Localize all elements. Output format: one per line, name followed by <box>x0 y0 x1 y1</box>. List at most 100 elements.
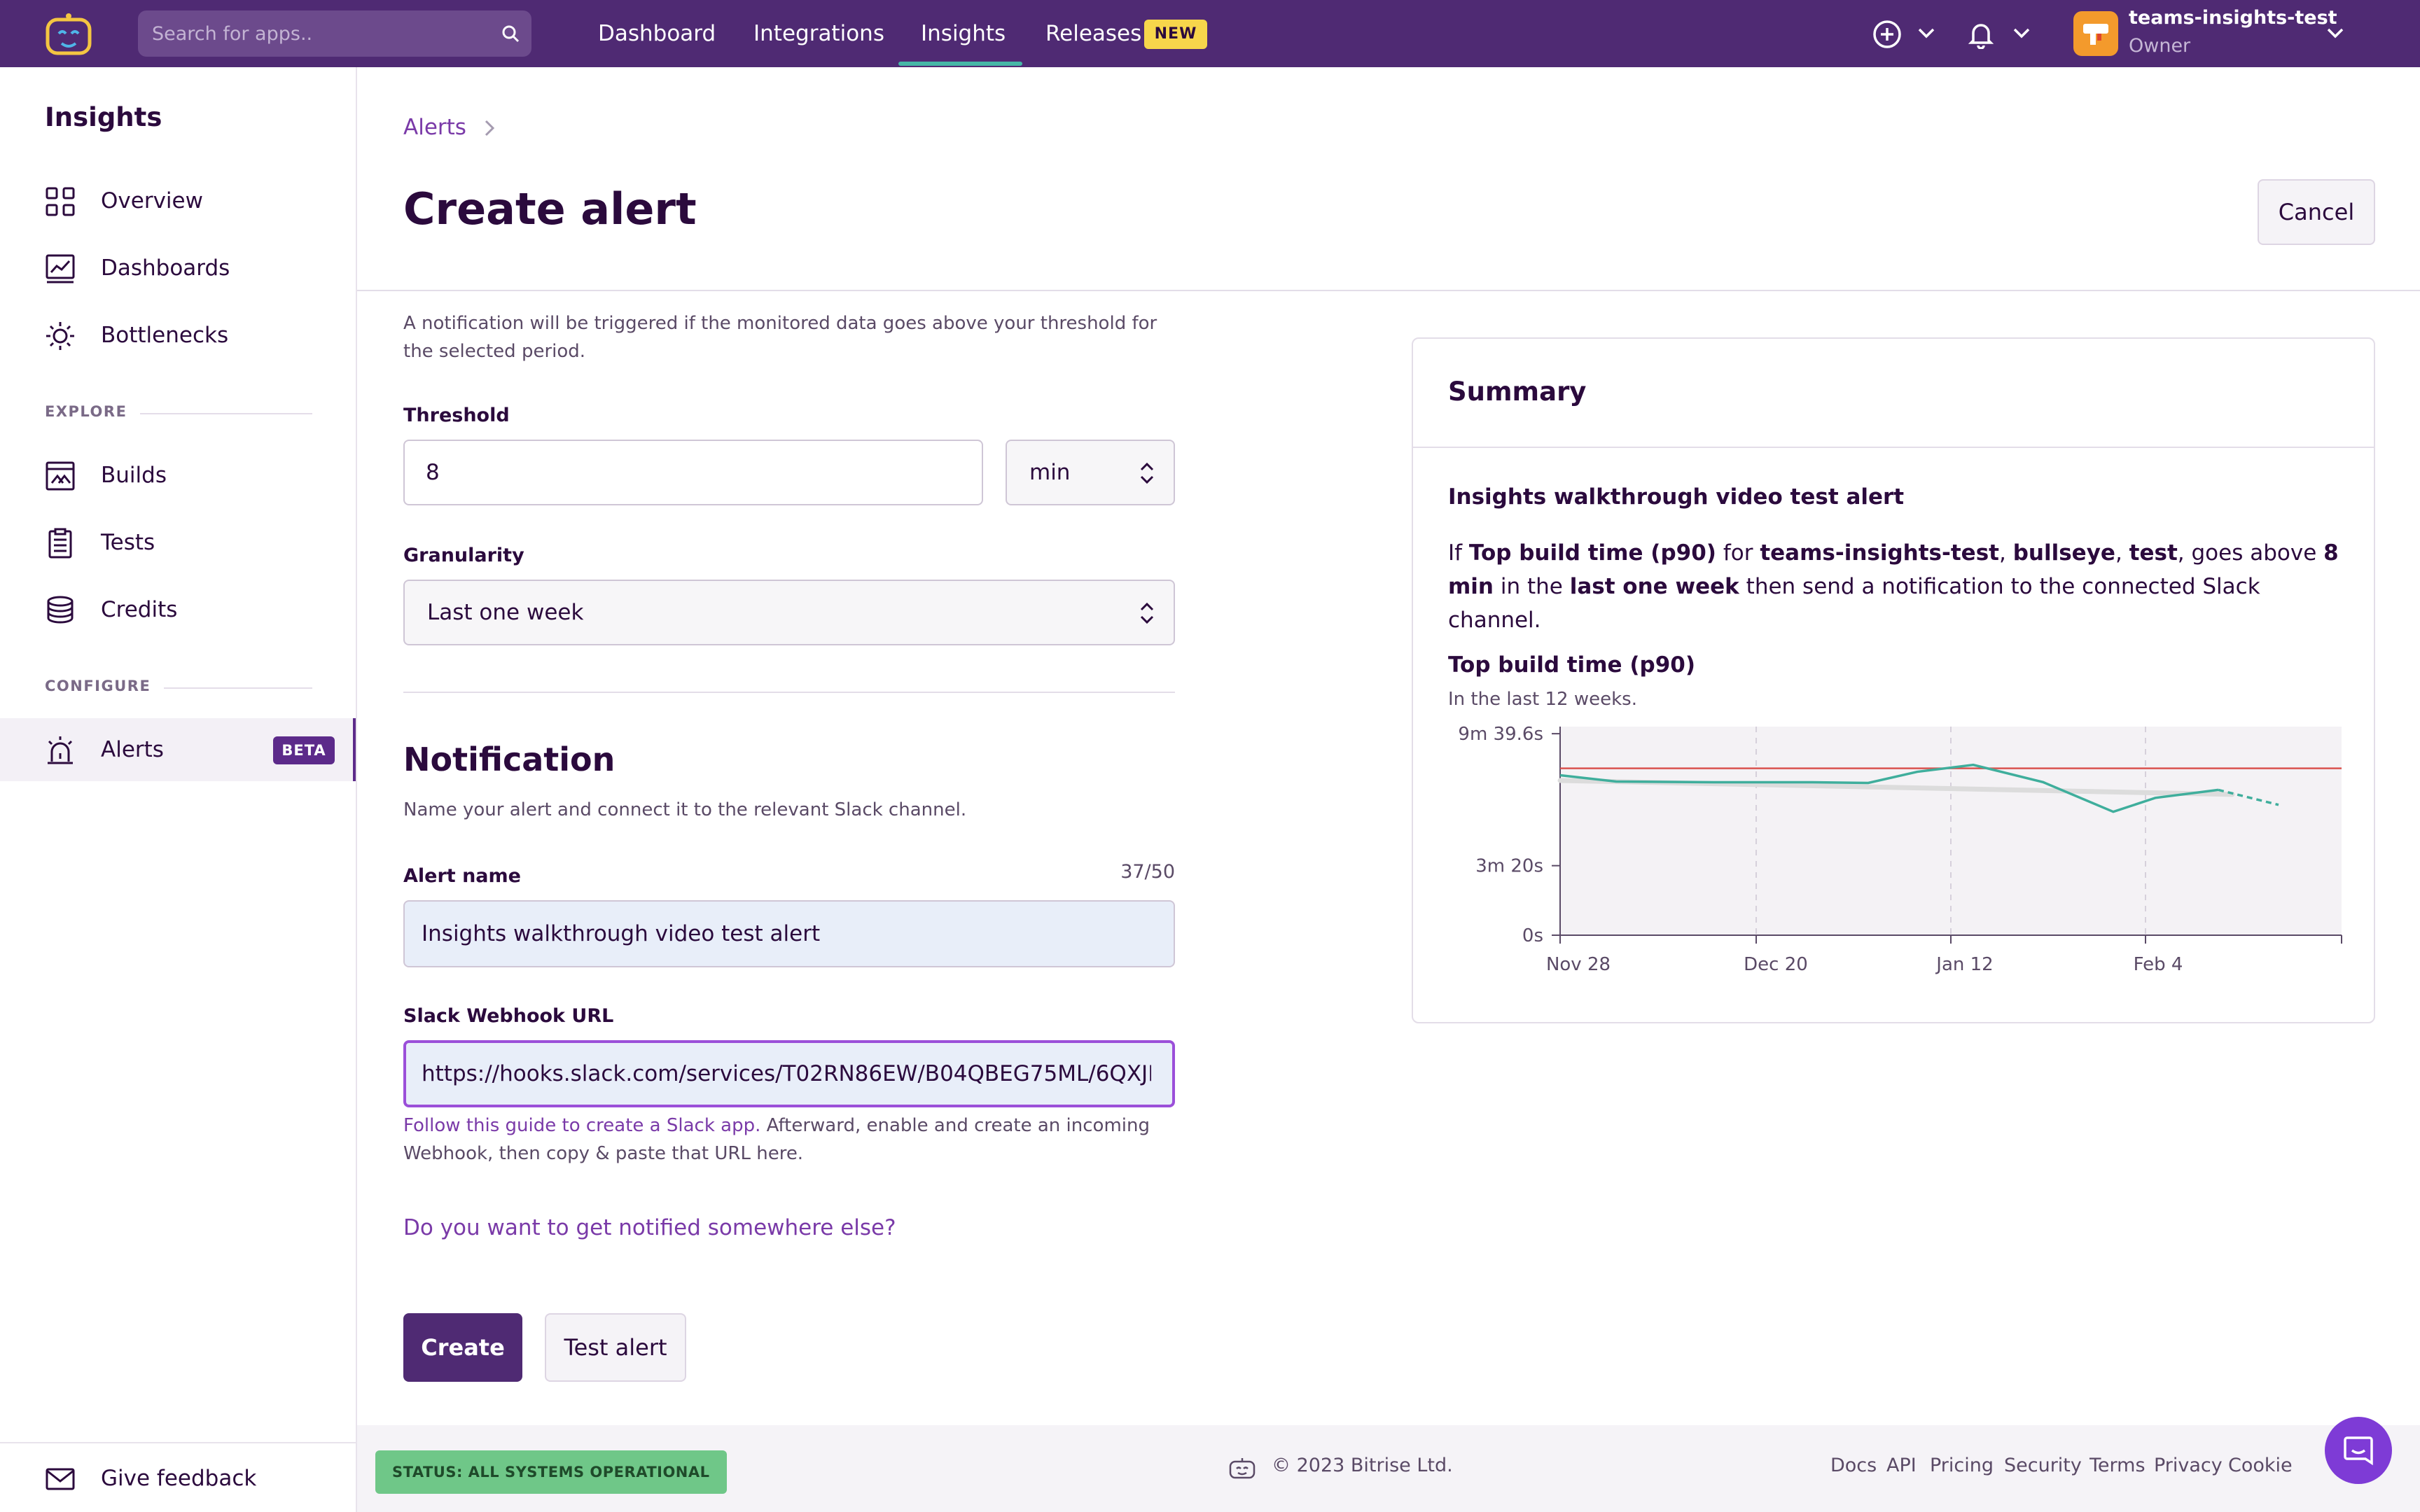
sidebar-item-label: Tests <box>101 530 155 555</box>
app-search[interactable] <box>138 10 531 57</box>
slack-guide-link[interactable]: Follow this guide to create a Slack app. <box>403 1115 761 1136</box>
grid-icon <box>45 186 76 217</box>
summary-alert-name: Insights walkthrough video test alert <box>1448 484 1905 510</box>
footer-link-api[interactable]: API <box>1886 1455 1917 1476</box>
chevron-down-icon[interactable] <box>2012 27 2031 39</box>
sidebar-item-label: Dashboards <box>101 255 230 281</box>
status-badge[interactable]: STATUS: ALL SYSTEMS OPERATIONAL <box>375 1450 727 1494</box>
nav-active-indicator <box>898 62 1022 66</box>
granularity-value: Last one week <box>427 600 584 625</box>
summary-text: then send a notification to the connecte… <box>1448 574 2260 633</box>
org-name[interactable]: teams-insights-test <box>2129 7 2337 29</box>
sidebar-item-tests[interactable]: Tests <box>0 511 356 574</box>
footer-link-security[interactable]: Security <box>2004 1455 2082 1476</box>
breadcrumb-alerts[interactable]: Alerts <box>403 115 466 140</box>
summary-app: test <box>2129 540 2178 566</box>
cancel-button[interactable]: Cancel <box>2258 179 2375 245</box>
header-divider <box>357 290 2420 291</box>
summary-text: If <box>1448 540 1469 566</box>
webhook-url-input[interactable] <box>403 1040 1175 1107</box>
granularity-select[interactable]: Last one week <box>403 580 1175 645</box>
alert-name-label: Alert name <box>403 865 521 887</box>
build-time-chart: 0s 3m 20s 9m 39.6s Nov 28 Dec 20 Jan 12 Feb 4 <box>1458 724 2342 975</box>
chevron-down-icon[interactable] <box>2326 27 2344 39</box>
threshold-unit-select[interactable]: min <box>1006 440 1175 505</box>
threshold-label: Threshold <box>403 405 510 426</box>
threshold-description: A notification will be triggered if the … <box>403 313 1157 362</box>
bell-icon[interactable] <box>1968 20 1994 49</box>
threshold-input[interactable] <box>403 440 983 505</box>
chevron-right-icon <box>483 119 496 137</box>
create-button[interactable]: Create <box>403 1313 522 1382</box>
explore-section-label: EXPLORE <box>45 403 127 420</box>
sidebar-item-overview[interactable]: Overview <box>0 169 356 232</box>
chart-subtitle: In the last 12 weeks. <box>1448 689 1637 710</box>
nav-insights[interactable]: Insights <box>921 21 1006 46</box>
footer: STATUS: ALL SYSTEMS OPERATIONAL © 2023 B… <box>357 1425 2420 1512</box>
sidebar-item-label: Overview <box>101 188 203 214</box>
give-feedback-button[interactable]: Give feedback <box>0 1442 356 1512</box>
footer-link-docs[interactable]: Docs <box>1830 1455 1877 1476</box>
nav-integrations[interactable]: Integrations <box>753 21 884 46</box>
sidebar-item-bottlenecks[interactable]: Bottlenecks <box>0 304 356 367</box>
x-tick-label: Dec 20 <box>1744 954 1808 975</box>
sidebar-item-dashboards[interactable]: Dashboards <box>0 237 356 300</box>
series-line-forecast <box>2218 788 2279 806</box>
sidebar-item-label: Builds <box>101 463 167 488</box>
webhook-label: Slack Webhook URL <box>403 1005 614 1027</box>
other-notification-link[interactable]: Do you want to get notified somewhere el… <box>403 1215 896 1240</box>
summary-threshold: 8 min <box>1448 540 2339 599</box>
nav-dashboard[interactable]: Dashboard <box>598 21 716 46</box>
summary-card: Summary Insights walkthrough video test … <box>1412 337 2375 1023</box>
builds-icon <box>45 461 76 491</box>
sidebar-item-builds[interactable]: Builds <box>0 444 356 507</box>
summary-period: last one week <box>1569 574 1739 599</box>
page-title: Create alert <box>403 183 697 234</box>
threshold-unit-value: min <box>1029 460 1071 485</box>
footer-link-pricing[interactable]: Pricing <box>1930 1455 1994 1476</box>
search-input[interactable] <box>152 10 481 57</box>
summary-app: teams-insights-test <box>1760 540 1999 566</box>
clipboard-icon <box>45 528 76 559</box>
series-line <box>1559 763 2219 813</box>
footer-link-cookie[interactable]: Cookie <box>2228 1455 2293 1476</box>
alert-name-counter: 37/50 <box>1120 861 1175 883</box>
footer-link-privacy[interactable]: Privacy <box>2154 1455 2223 1476</box>
org-avatar[interactable] <box>2073 11 2118 56</box>
summary-text: for <box>1716 540 1760 566</box>
configure-section-label: CONFIGURE <box>45 678 151 694</box>
bitrise-small-icon <box>1228 1457 1256 1480</box>
mail-icon <box>45 1467 76 1491</box>
sidebar-item-alerts[interactable]: Alerts BETA <box>0 718 356 781</box>
nav-releases[interactable]: Releases <box>1045 21 1142 46</box>
section-divider <box>140 413 312 414</box>
test-alert-button[interactable]: Test alert <box>545 1313 686 1382</box>
sidebar: Insights Overview Dashboards Bottlenecks… <box>0 67 357 1512</box>
sidebar-item-label: Alerts <box>101 737 164 762</box>
summary-title: Summary <box>1448 377 1587 407</box>
y-tick-label: 3m 20s <box>1475 856 1543 877</box>
copyright: © 2023 Bitrise Ltd. <box>1272 1455 1453 1476</box>
alarm-icon <box>45 735 76 766</box>
x-tick-label: Feb 4 <box>2134 954 2183 975</box>
chevron-down-icon[interactable] <box>1917 27 1935 39</box>
x-tick-label: Jan 12 <box>1935 954 1993 975</box>
bitrise-logo-icon[interactable] <box>43 13 94 56</box>
add-icon[interactable] <box>1872 20 1902 49</box>
sidebar-item-credits[interactable]: Credits <box>0 578 356 641</box>
webhook-help-text: Afterward, enable and create an incoming… <box>403 1115 1150 1164</box>
section-divider <box>164 687 312 689</box>
summary-text: , <box>2115 540 2129 566</box>
chat-support-button[interactable] <box>2325 1417 2392 1484</box>
summary-text: in the <box>1494 574 1570 599</box>
summary-text: , <box>1998 540 2013 566</box>
feedback-label: Give feedback <box>101 1466 257 1491</box>
x-tick-label: Nov 28 <box>1546 954 1611 975</box>
y-tick-label: 9m 39.6s <box>1458 724 1543 745</box>
notification-title: Notification <box>403 741 616 778</box>
sidebar-item-label: Bottlenecks <box>101 323 229 348</box>
footer-link-terms[interactable]: Terms <box>2089 1455 2146 1476</box>
summary-sentence: If Top build time (p90) for teams-insigh… <box>1448 536 2351 637</box>
new-badge: NEW <box>1144 20 1207 49</box>
alert-name-input[interactable] <box>403 900 1175 967</box>
